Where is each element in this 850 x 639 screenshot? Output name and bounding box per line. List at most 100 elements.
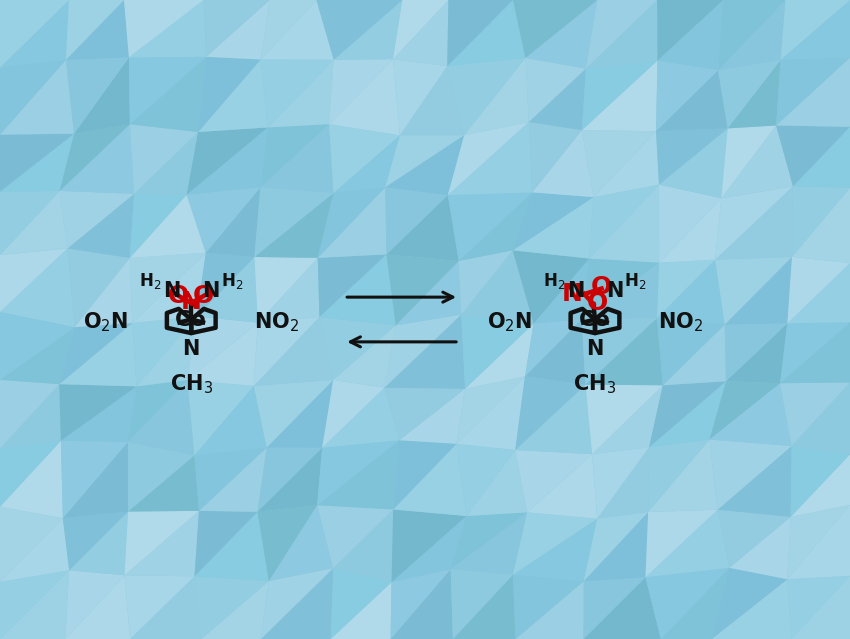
Polygon shape <box>60 384 137 441</box>
Polygon shape <box>393 59 447 135</box>
Polygon shape <box>331 568 392 639</box>
Polygon shape <box>0 0 69 68</box>
Polygon shape <box>715 257 792 325</box>
Polygon shape <box>0 249 75 327</box>
Polygon shape <box>656 70 728 131</box>
Polygon shape <box>515 376 586 450</box>
Polygon shape <box>0 518 69 582</box>
Polygon shape <box>260 124 329 187</box>
Polygon shape <box>385 187 448 254</box>
Polygon shape <box>333 135 399 193</box>
Polygon shape <box>268 59 334 127</box>
Polygon shape <box>586 0 657 68</box>
Polygon shape <box>61 441 128 518</box>
Polygon shape <box>130 194 187 258</box>
Polygon shape <box>317 440 400 505</box>
Polygon shape <box>65 575 130 639</box>
Polygon shape <box>188 323 258 386</box>
Text: H$_2$: H$_2$ <box>221 271 243 291</box>
Polygon shape <box>787 505 850 579</box>
Polygon shape <box>529 68 586 130</box>
Text: O$_2$N: O$_2$N <box>83 311 128 334</box>
Text: N: N <box>183 339 200 360</box>
Polygon shape <box>329 124 399 193</box>
Polygon shape <box>659 128 728 198</box>
Polygon shape <box>129 57 206 125</box>
Polygon shape <box>513 192 593 250</box>
Polygon shape <box>725 323 787 381</box>
Polygon shape <box>0 441 63 518</box>
Polygon shape <box>130 57 206 132</box>
Polygon shape <box>710 440 791 510</box>
Polygon shape <box>776 58 850 125</box>
Polygon shape <box>456 444 515 516</box>
Polygon shape <box>74 58 130 134</box>
Polygon shape <box>529 122 582 192</box>
Text: N: N <box>606 281 623 301</box>
Polygon shape <box>393 0 449 59</box>
Polygon shape <box>0 191 60 255</box>
Polygon shape <box>589 185 660 263</box>
Polygon shape <box>453 574 516 639</box>
Polygon shape <box>657 259 725 325</box>
Polygon shape <box>66 0 129 60</box>
Polygon shape <box>456 376 525 444</box>
Text: O: O <box>168 284 190 308</box>
Polygon shape <box>710 381 780 440</box>
Text: Co: Co <box>579 309 611 330</box>
Text: NO$_2$: NO$_2$ <box>658 311 703 334</box>
Polygon shape <box>133 252 206 323</box>
Polygon shape <box>513 519 598 581</box>
Polygon shape <box>65 570 124 639</box>
Polygon shape <box>130 125 198 194</box>
Polygon shape <box>0 134 74 192</box>
Polygon shape <box>124 0 203 58</box>
Polygon shape <box>63 512 128 570</box>
Polygon shape <box>534 259 589 323</box>
Polygon shape <box>258 505 317 581</box>
Polygon shape <box>728 60 780 128</box>
Polygon shape <box>450 512 527 574</box>
Polygon shape <box>787 263 850 323</box>
Text: H$_2$: H$_2$ <box>543 271 565 291</box>
Polygon shape <box>447 0 513 66</box>
Polygon shape <box>0 134 74 192</box>
Polygon shape <box>195 512 269 581</box>
Polygon shape <box>198 57 261 132</box>
Polygon shape <box>459 250 513 314</box>
Polygon shape <box>448 122 529 195</box>
Polygon shape <box>584 577 645 639</box>
Polygon shape <box>598 447 649 519</box>
Polygon shape <box>663 325 726 385</box>
Polygon shape <box>187 187 260 252</box>
Polygon shape <box>660 198 722 263</box>
Polygon shape <box>133 316 196 387</box>
Polygon shape <box>60 125 134 194</box>
Polygon shape <box>128 380 188 442</box>
Text: CH$_3$: CH$_3$ <box>170 373 212 396</box>
Polygon shape <box>791 576 850 639</box>
Polygon shape <box>660 568 729 639</box>
Polygon shape <box>331 582 392 639</box>
Polygon shape <box>718 60 780 128</box>
Polygon shape <box>586 318 663 385</box>
Polygon shape <box>196 257 258 323</box>
Polygon shape <box>320 254 396 325</box>
Polygon shape <box>384 314 465 389</box>
Polygon shape <box>61 387 137 442</box>
Polygon shape <box>645 510 717 577</box>
Polygon shape <box>645 510 729 577</box>
Polygon shape <box>195 511 258 576</box>
Polygon shape <box>780 383 850 446</box>
Polygon shape <box>269 505 333 581</box>
Polygon shape <box>0 380 60 449</box>
Text: H$_2$: H$_2$ <box>139 271 162 291</box>
Polygon shape <box>206 187 260 257</box>
Polygon shape <box>317 440 400 509</box>
Polygon shape <box>128 442 195 512</box>
Polygon shape <box>196 252 254 316</box>
Polygon shape <box>780 0 850 60</box>
Polygon shape <box>322 388 399 448</box>
Polygon shape <box>0 507 63 582</box>
Polygon shape <box>657 259 715 318</box>
